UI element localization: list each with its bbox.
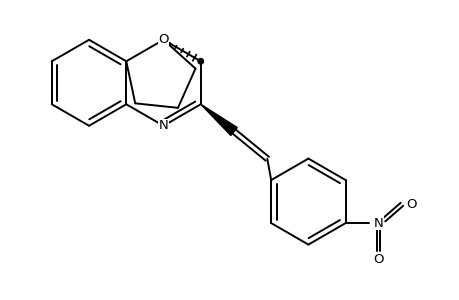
Text: N: N bbox=[158, 119, 168, 132]
Circle shape bbox=[161, 37, 166, 43]
Polygon shape bbox=[200, 104, 237, 135]
Text: N: N bbox=[373, 217, 382, 230]
Text: O: O bbox=[372, 253, 383, 266]
Circle shape bbox=[197, 58, 203, 64]
Text: O: O bbox=[158, 33, 168, 46]
Text: O: O bbox=[405, 198, 416, 211]
